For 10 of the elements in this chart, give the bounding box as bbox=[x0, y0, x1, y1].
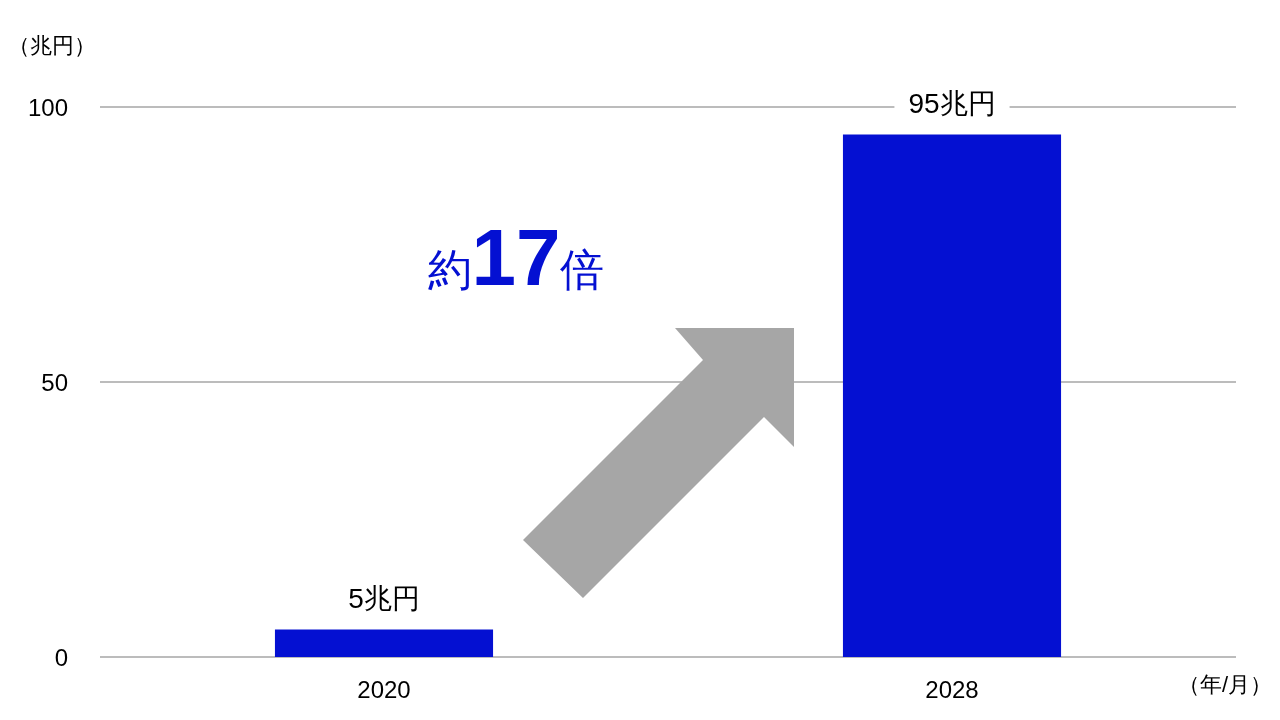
annotation: 約17倍 bbox=[427, 213, 605, 302]
x-tick-label: 2020 bbox=[357, 676, 411, 703]
x-axis-title: （年/月） bbox=[1177, 672, 1272, 697]
data-label: 95兆円 bbox=[908, 87, 996, 119]
y-axis-title: （兆円） bbox=[8, 33, 96, 58]
x-tick-label: 2028 bbox=[925, 676, 979, 703]
y-tick-label: 0 bbox=[54, 644, 68, 671]
y-tick-label: 100 bbox=[27, 94, 68, 121]
y-tick-label: 50 bbox=[41, 369, 68, 396]
data-label: 5兆円 bbox=[348, 582, 420, 614]
